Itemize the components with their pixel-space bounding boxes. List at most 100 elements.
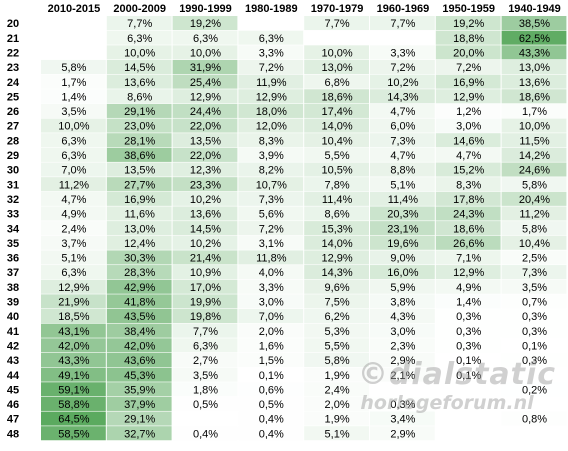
- heat-cell: [501, 221, 567, 236]
- cell-label: 30,3%: [124, 253, 155, 265]
- heat-cell: [172, 382, 238, 397]
- row-label: 25: [7, 91, 19, 103]
- heat-cell: [172, 338, 238, 353]
- heat-cell: [238, 352, 304, 367]
- cell-label: 42,0%: [124, 340, 155, 352]
- heat-cell: [370, 338, 435, 353]
- heat-cell: [501, 59, 567, 74]
- cell-label: 4,7%: [390, 150, 415, 162]
- cell-label: 19,8%: [190, 311, 221, 323]
- cell-label: 20,0%: [453, 47, 484, 59]
- cell-label: 2,1%: [390, 370, 415, 382]
- heat-cell: [501, 191, 567, 206]
- cell-label: 11,4%: [322, 194, 353, 206]
- heat-cell: [41, 279, 106, 294]
- heat-cell: [106, 235, 172, 250]
- cell-label: 19,6%: [387, 238, 418, 250]
- heat-cell: [435, 89, 501, 104]
- heat-cell: [172, 265, 238, 280]
- heat-cell: [106, 250, 172, 265]
- heat-cell: [238, 382, 304, 397]
- cell-label: 1,7%: [61, 77, 86, 89]
- cell-label: 11,5%: [519, 135, 550, 147]
- heat-cell: [41, 294, 106, 309]
- cell-label: 0,4%: [193, 428, 218, 440]
- cell-label: 13,0%: [124, 223, 155, 235]
- row-label: 40: [7, 311, 19, 323]
- cell-label: 3,7%: [61, 238, 86, 250]
- cell-label: 22,0%: [190, 121, 221, 133]
- heat-cell: [435, 103, 501, 118]
- cell-label: 0,2%: [522, 384, 547, 396]
- cell-label: 17,8%: [453, 194, 484, 206]
- cell-label: 4,9%: [61, 209, 86, 221]
- heat-cell: [370, 89, 435, 104]
- cell-label: 0,1%: [456, 370, 481, 382]
- cell-label: 2,5%: [522, 253, 547, 265]
- heat-cell: [238, 206, 304, 221]
- heat-cell: [106, 426, 172, 441]
- cell-label: 3,3%: [390, 47, 415, 59]
- cell-label: 10,4%: [519, 238, 550, 250]
- cell-label: 0,5%: [259, 399, 284, 411]
- cell-label: 0,6%: [259, 384, 284, 396]
- cell-label: 43,3%: [519, 47, 550, 59]
- row-label: 28: [7, 135, 19, 147]
- cell-label: 2,4%: [325, 384, 350, 396]
- heat-cell: [172, 367, 238, 382]
- cell-label: 10,5%: [321, 165, 352, 177]
- cell-label: 0,3%: [522, 311, 547, 323]
- row-label: 22: [7, 47, 19, 59]
- cell-label: 14,6%: [453, 135, 484, 147]
- heat-cell: [41, 133, 106, 148]
- cell-label: 4,7%: [61, 194, 86, 206]
- cell-label: 38,5%: [519, 18, 550, 30]
- heat-cell: [304, 89, 369, 104]
- heat-cell: [172, 45, 238, 60]
- cell-label: 18,6%: [321, 91, 352, 103]
- cell-label: 10,2%: [190, 194, 221, 206]
- cell-label: 24,4%: [190, 106, 221, 118]
- heat-cell: [238, 147, 304, 162]
- heat-cell: [370, 309, 435, 324]
- cell-label: 3,0%: [259, 297, 284, 309]
- heat-cell: [304, 45, 369, 60]
- heat-cell: [370, 59, 435, 74]
- heat-cell: [106, 191, 172, 206]
- cell-label: 31,9%: [190, 62, 221, 74]
- heat-cell: [304, 279, 369, 294]
- heat-cell: [435, 323, 501, 338]
- heat-cell: [304, 382, 369, 397]
- cell-label: 0,1%: [259, 370, 284, 382]
- heat-cell: [435, 147, 501, 162]
- cell-label: 13,6%: [519, 77, 550, 89]
- heat-cell: [172, 294, 238, 309]
- cell-label: 0,3%: [522, 326, 547, 338]
- heat-cell: [370, 45, 435, 60]
- heat-cell: [41, 118, 106, 133]
- cell-label: 7,2%: [390, 62, 415, 74]
- cell-label: 18,6%: [519, 91, 550, 103]
- heat-cell: [435, 162, 501, 177]
- heat-cell: [172, 426, 238, 441]
- heat-cell: [238, 89, 304, 104]
- cell-label: 6,3%: [61, 267, 86, 279]
- cell-label: 1,6%: [259, 340, 284, 352]
- cell-label: 8,3%: [456, 179, 481, 191]
- cell-label: 43,5%: [124, 311, 155, 323]
- heat-cell: [238, 294, 304, 309]
- cell-label: 5,9%: [390, 282, 415, 294]
- cell-label: 6,8%: [325, 77, 350, 89]
- heat-cell: [172, 309, 238, 324]
- cell-label: 9,0%: [390, 253, 415, 265]
- cell-label: 21,9%: [58, 297, 89, 309]
- row-label: 20: [7, 18, 19, 30]
- heat-cell: [106, 147, 172, 162]
- cell-label: 7,3%: [390, 135, 415, 147]
- cell-label: 7,2%: [456, 62, 481, 74]
- cell-label: 8,8%: [390, 165, 415, 177]
- cell-label: 0,3%: [390, 399, 415, 411]
- heat-cell: [106, 16, 172, 31]
- cell-label: 25,4%: [190, 77, 221, 89]
- cell-label: 32,7%: [124, 428, 155, 440]
